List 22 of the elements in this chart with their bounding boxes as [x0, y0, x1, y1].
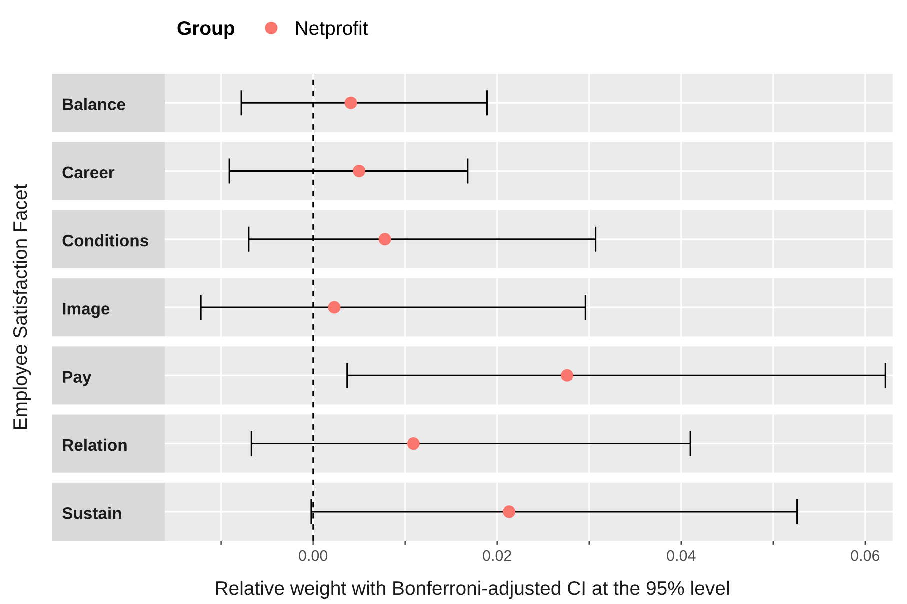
- legend-label: Netprofit: [296, 20, 368, 40]
- point: [407, 438, 420, 450]
- y-axis-title: Employee Satisfaction Facet: [12, 184, 32, 430]
- point: [328, 301, 341, 314]
- x-axis-title: Relative weight with Bonferroni-adjusted CI at the 95% level: [216, 580, 729, 600]
- point: [378, 233, 392, 246]
- y-tick-label: Career: [62, 166, 115, 179]
- point: [561, 369, 574, 382]
- y-tick-label: Sustain: [62, 507, 122, 520]
- legend-title: Group: [178, 21, 235, 40]
- y-tick-label: Pay: [63, 371, 92, 386]
- y-tick-label: Relation: [63, 438, 127, 452]
- y-tick-label: Image: [63, 303, 110, 318]
- point: [344, 96, 358, 110]
- y-tick-label: Balance: [63, 98, 126, 110]
- x-tick-label: 0.04: [667, 550, 696, 562]
- y-tick-label: Conditions: [62, 234, 148, 247]
- x-tick-label: 0.06: [851, 550, 880, 562]
- x-tick-label: 0.00: [299, 550, 328, 562]
- point: [353, 164, 366, 178]
- x-tick-label: 0.02: [483, 550, 512, 562]
- point: [503, 506, 516, 518]
